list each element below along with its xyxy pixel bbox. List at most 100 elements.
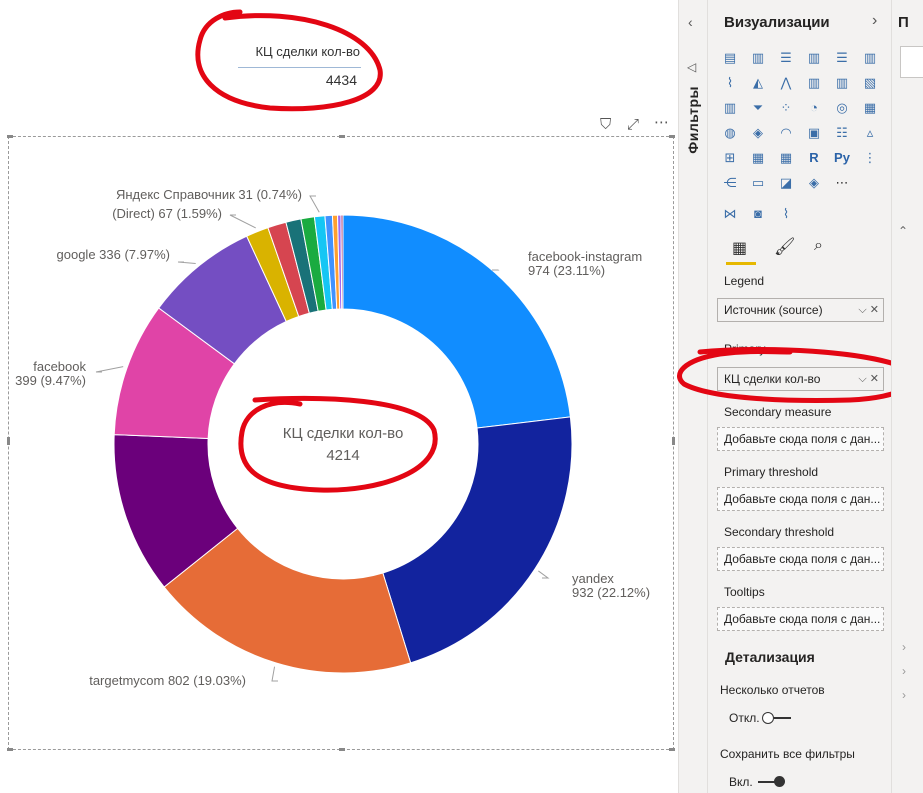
line-clustered-icon[interactable]: ▥ (835, 75, 849, 90)
keep-filters-toggle[interactable] (758, 775, 788, 789)
leader-line (177, 261, 196, 264)
tooltips-label: Tooltips (724, 585, 765, 599)
line-chart-icon[interactable]: ⌇ (726, 75, 734, 90)
keep-filters-state: Вкл. (729, 775, 753, 789)
donut-slice[interactable] (342, 214, 571, 429)
multi-reports-toggle[interactable] (762, 711, 792, 725)
field-controls[interactable]: ⌵ ✕ (858, 304, 879, 316)
r-visual-icon[interactable]: R (809, 150, 819, 165)
fields-pane-collapsed[interactable]: П ⌃ › › › (891, 0, 923, 793)
slice-label: facebook (33, 359, 86, 374)
slice-label: yandex (572, 571, 614, 586)
clustered-bar-icon[interactable]: ☰ (780, 50, 792, 65)
chevron-left-icon[interactable]: ‹ (688, 14, 693, 30)
tooltips-drop[interactable]: Добавьте сюда поля с дан... (717, 607, 884, 631)
custom-visual-1-icon[interactable]: ⋈ (723, 206, 737, 221)
leader-line (229, 214, 256, 229)
donut-chart-icon[interactable]: ◎ (836, 100, 848, 115)
chevron-down-icon[interactable]: › (902, 640, 906, 654)
donut-visual-frame[interactable] (7, 135, 675, 751)
search-field-stub[interactable] (900, 46, 923, 78)
leader-line (271, 666, 278, 682)
line-column-icon[interactable]: ▥ (807, 75, 821, 90)
more-options-icon[interactable]: ⋯ (654, 114, 669, 131)
decomposition-tree-icon[interactable]: ⋲ (723, 175, 737, 190)
keep-filters-label: Сохранить все фильтры (720, 747, 855, 761)
donut-center-label: КЦ сделки кол-во (283, 425, 404, 442)
donut-center-value: 4214 (326, 447, 359, 464)
area-chart-icon[interactable]: ◭ (753, 75, 763, 90)
drillthrough-title: Детализация (725, 649, 815, 665)
slice-label: Яндекс Справочник 31 (0.74%) (116, 187, 302, 202)
custom-visual-3-icon[interactable]: ⌇ (782, 206, 790, 221)
stacked-bar-icon[interactable]: ▤ (723, 50, 737, 65)
pie-chart-icon[interactable]: ◔ (810, 100, 818, 115)
primary-field[interactable]: КЦ сделки кол-во ⌵ ✕ (717, 367, 884, 391)
chevron-up-icon[interactable]: ⌃ (898, 224, 909, 238)
custom-visual-2-icon[interactable]: ◙ (754, 206, 762, 221)
format-paint-icon[interactable]: 🖌 (774, 237, 796, 256)
bar-100-icon[interactable]: ☰ (836, 50, 848, 65)
scatter-icon[interactable]: ⁘ (780, 100, 792, 115)
more-visuals-icon[interactable]: ⋯ (835, 175, 849, 190)
leader-line (309, 195, 320, 213)
active-tab-indicator (726, 262, 756, 265)
matrix-icon[interactable]: ▦ (779, 150, 793, 165)
donut-slice[interactable] (163, 527, 412, 674)
filled-map-icon[interactable]: ◈ (753, 125, 763, 140)
card-label: КЦ сделки кол-во (255, 44, 360, 59)
fields-pane-title: П (898, 14, 909, 31)
secondary-threshold-drop[interactable]: Добавьте сюда поля с дан... (717, 547, 884, 571)
donut-slice[interactable] (382, 416, 573, 664)
table-icon[interactable]: ▦ (751, 150, 765, 165)
multi-row-card-icon[interactable]: ☷ (836, 125, 848, 140)
smart-narrative-icon[interactable]: ◪ (779, 175, 793, 190)
secondary-measure-label: Secondary measure (724, 405, 832, 419)
analytics-icon[interactable]: ⌕ (814, 237, 823, 254)
funnel-icon[interactable]: ⏷ (752, 100, 764, 115)
filters-pane-collapsed[interactable]: ‹ ◁ Фильтры (678, 0, 707, 793)
filter-icon[interactable]: ⛉ (600, 116, 612, 133)
stacked-area-icon[interactable]: ⋀ (780, 75, 792, 90)
chevron-down-icon[interactable]: › (902, 664, 906, 678)
paginated-report-icon[interactable]: ◈ (809, 175, 819, 190)
annotation-circle-card (195, 9, 383, 112)
leader-line (95, 366, 124, 373)
secondary-measure-drop[interactable]: Добавьте сюда поля с дан... (717, 427, 884, 451)
primary-threshold-drop[interactable]: Добавьте сюда поля с дан... (717, 487, 884, 511)
qa-icon[interactable]: ▭ (751, 175, 765, 190)
clustered-column-icon[interactable]: ▥ (807, 50, 821, 65)
slice-label: targetmycom 802 (19.03%) (89, 673, 246, 688)
slice-value-label: 399 (9.47%) (15, 373, 86, 388)
chevron-right-icon[interactable]: › (872, 12, 878, 29)
waterfall-icon[interactable]: ▥ (723, 100, 737, 115)
field-controls[interactable]: ⌵ ✕ (858, 373, 879, 385)
multi-reports-state: Откл. (729, 711, 760, 725)
ribbon-chart-icon[interactable]: ▧ (863, 75, 877, 90)
python-visual-icon[interactable]: Py (834, 150, 850, 165)
slicer-icon[interactable]: ⊞ (724, 150, 736, 165)
kpi-icon[interactable]: ▵ (866, 125, 874, 140)
visualizations-title: Визуализации (724, 14, 830, 31)
legend-label: Legend (724, 274, 765, 288)
legend-field[interactable]: Источник (source) ⌵ ✕ (717, 298, 884, 322)
card-icon[interactable]: ▣ (807, 125, 821, 140)
treemap-icon[interactable]: ▦ (863, 100, 877, 115)
multi-reports-label: Несколько отчетов (720, 683, 825, 697)
donut-slice[interactable] (340, 214, 344, 310)
fields-tab-icon[interactable]: ▦ (732, 240, 748, 257)
stacked-column-icon[interactable]: ▥ (751, 50, 765, 65)
map-icon[interactable]: ◍ (724, 125, 736, 140)
filters-label[interactable]: Фильтры (685, 86, 701, 154)
slice-label: (Direct) 67 (1.59%) (112, 206, 222, 221)
column-100-icon[interactable]: ▥ (863, 50, 877, 65)
gauge-icon[interactable]: ◠ (780, 125, 792, 140)
key-influencers-icon[interactable]: ⋮ (863, 150, 877, 165)
secondary-threshold-label: Secondary threshold (724, 525, 835, 539)
focus-mode-icon[interactable]: ⤢ (627, 116, 640, 133)
slice-label: facebook-instagram (528, 249, 642, 264)
leader-line (538, 570, 550, 579)
primary-threshold-label: Primary threshold (724, 465, 819, 479)
primary-field-text: КЦ сделки кол-во (724, 372, 821, 386)
chevron-down-icon[interactable]: › (902, 688, 906, 702)
